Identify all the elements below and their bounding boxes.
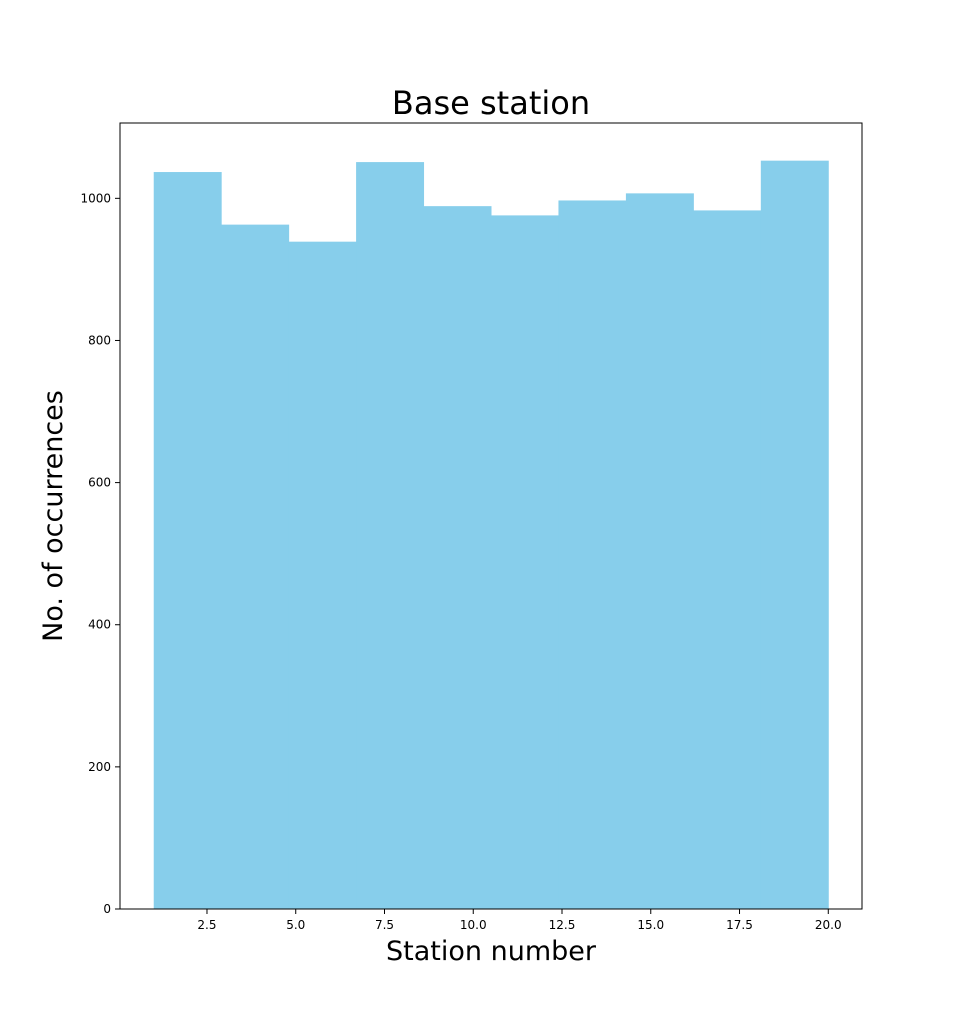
x-tick-label: 5.0 [286, 918, 305, 932]
y-axis-label: No. of occurrences [38, 390, 69, 642]
histogram-bar [625, 193, 694, 910]
y-tick-label: 600 [88, 476, 111, 490]
x-tick-label: 15.0 [637, 918, 664, 932]
x-axis: 2.5 5.0 7.5 10.0 12.5 15.0 17.5 20.0 [197, 909, 842, 932]
x-tick-label: 7.5 [375, 918, 394, 932]
histogram-bar [693, 210, 762, 909]
x-tick-label: 20.0 [815, 918, 842, 932]
y-tick-label: 0 [103, 902, 111, 916]
histogram-bar [221, 224, 290, 909]
y-axis: 0 200 400 600 800 1000 [80, 191, 120, 916]
histogram-bar [760, 160, 829, 909]
y-tick-label: 400 [88, 618, 111, 632]
plot-frame [119, 122, 863, 910]
x-tick-label: 2.5 [197, 918, 216, 932]
histogram-bar [288, 241, 357, 909]
x-tick-label: 10.0 [460, 918, 487, 932]
x-axis-label: Station number [386, 936, 597, 967]
histogram-bar [356, 162, 425, 909]
histogram-bar [558, 200, 627, 909]
chart-title: Base station [392, 84, 590, 122]
histogram-bar [423, 206, 492, 909]
x-tick-label: 12.5 [549, 918, 576, 932]
y-tick-label: 1000 [80, 191, 111, 205]
histogram-bar [153, 172, 222, 910]
histogram-bar [491, 215, 559, 910]
y-tick-label: 800 [88, 333, 111, 347]
bars-group [153, 160, 829, 910]
x-tick-label: 17.5 [726, 918, 753, 932]
y-tick-label: 200 [88, 760, 111, 774]
